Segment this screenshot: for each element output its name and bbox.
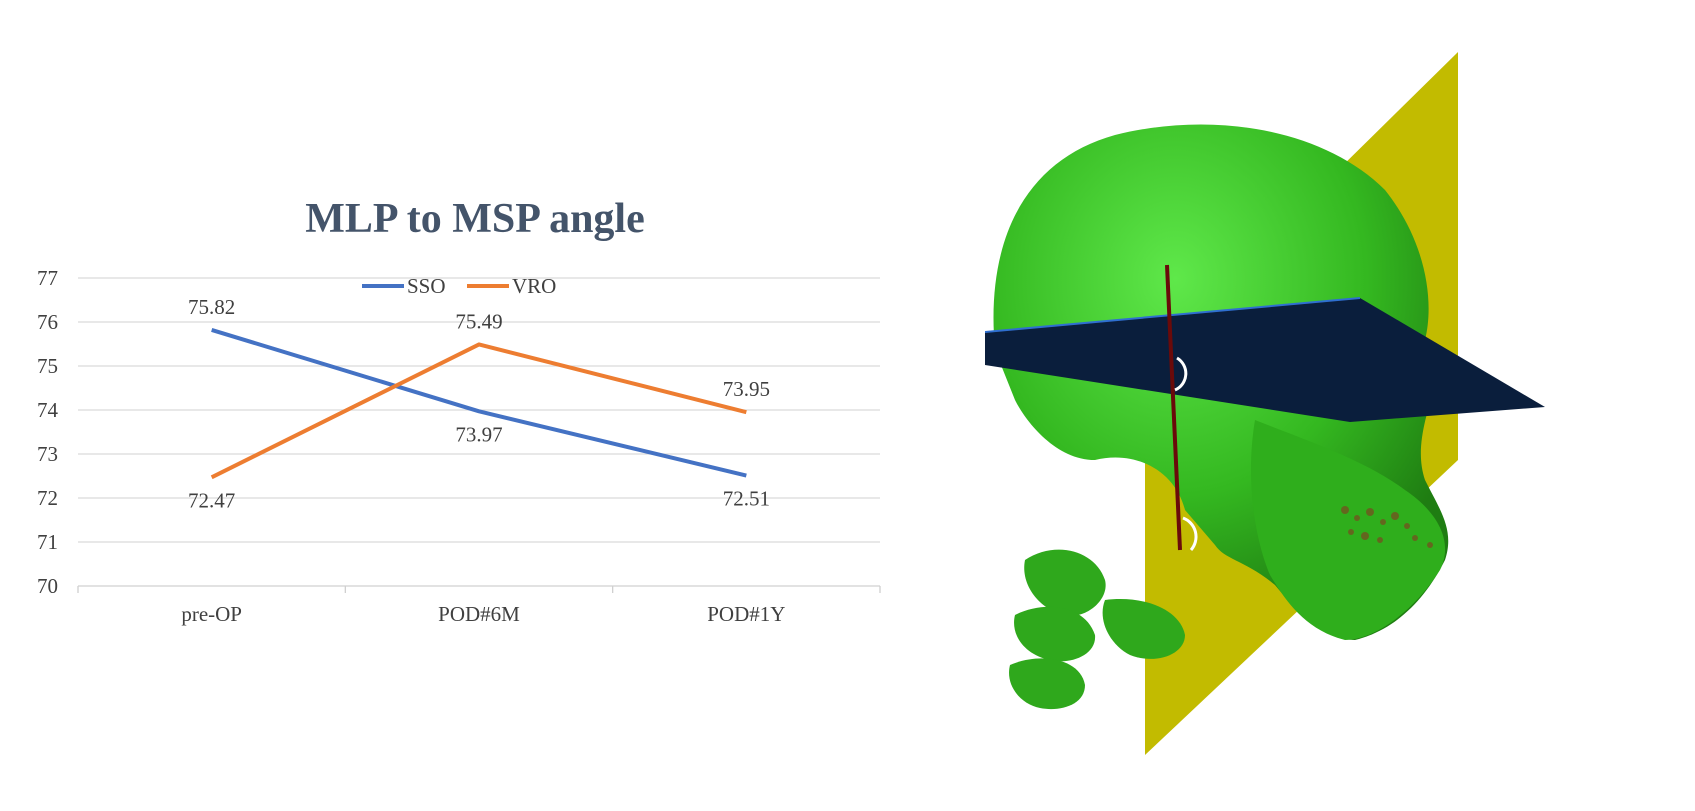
horizontal-plane: [985, 298, 1545, 422]
y-tick-label: 75: [37, 354, 58, 378]
legend-label: VRO: [512, 274, 556, 298]
x-axis-ticks: pre-OP POD#6M POD#1Y: [181, 602, 785, 626]
data-label: 73.95: [723, 377, 770, 401]
chart-title: MLP to MSP angle: [305, 196, 645, 242]
angle-arc-upper: [1174, 356, 1188, 392]
skull-jaw: [1250, 420, 1446, 640]
legend: SSO VRO: [362, 274, 556, 298]
x-tick-label: POD#1Y: [707, 602, 785, 626]
legend-label: SSO: [407, 274, 446, 298]
y-tick-label: 73: [37, 442, 58, 466]
y-tick-label: 70: [37, 574, 58, 598]
y-tick-label: 76: [37, 310, 58, 334]
midline: [1165, 264, 1182, 551]
line-chart: MLP to MSP angle 70 71 72 73 74 75 76 77 pre-OP…: [37, 196, 881, 626]
data-labels: 75.82 73.97 72.51 72.47 75.49 73.95: [188, 295, 770, 512]
data-label: 75.82: [188, 295, 235, 319]
series-lines: [210, 328, 747, 480]
x-tick-label: POD#6M: [438, 602, 520, 626]
cervical-spine: [1009, 549, 1185, 710]
x-tick-label: pre-OP: [181, 602, 242, 626]
y-tick-label: 71: [37, 530, 58, 554]
data-label: 72.51: [723, 487, 770, 511]
data-label: 72.47: [188, 488, 235, 512]
gridlines: [78, 277, 880, 543]
x-axis: [77, 585, 881, 593]
horizontal-plane-edge: [985, 297, 1361, 333]
teeth-region: [1341, 506, 1433, 548]
y-tick-label: 72: [37, 486, 58, 510]
angle-arc-lower: [1182, 516, 1198, 551]
y-axis-ticks: 70 71 72 73 74 75 76 77: [37, 266, 59, 598]
y-tick-label: 77: [37, 266, 58, 290]
data-label: 73.97: [455, 422, 502, 446]
data-label: 75.49: [455, 309, 502, 333]
y-tick-label: 74: [37, 398, 59, 422]
skull-3d-figure: [985, 52, 1545, 755]
